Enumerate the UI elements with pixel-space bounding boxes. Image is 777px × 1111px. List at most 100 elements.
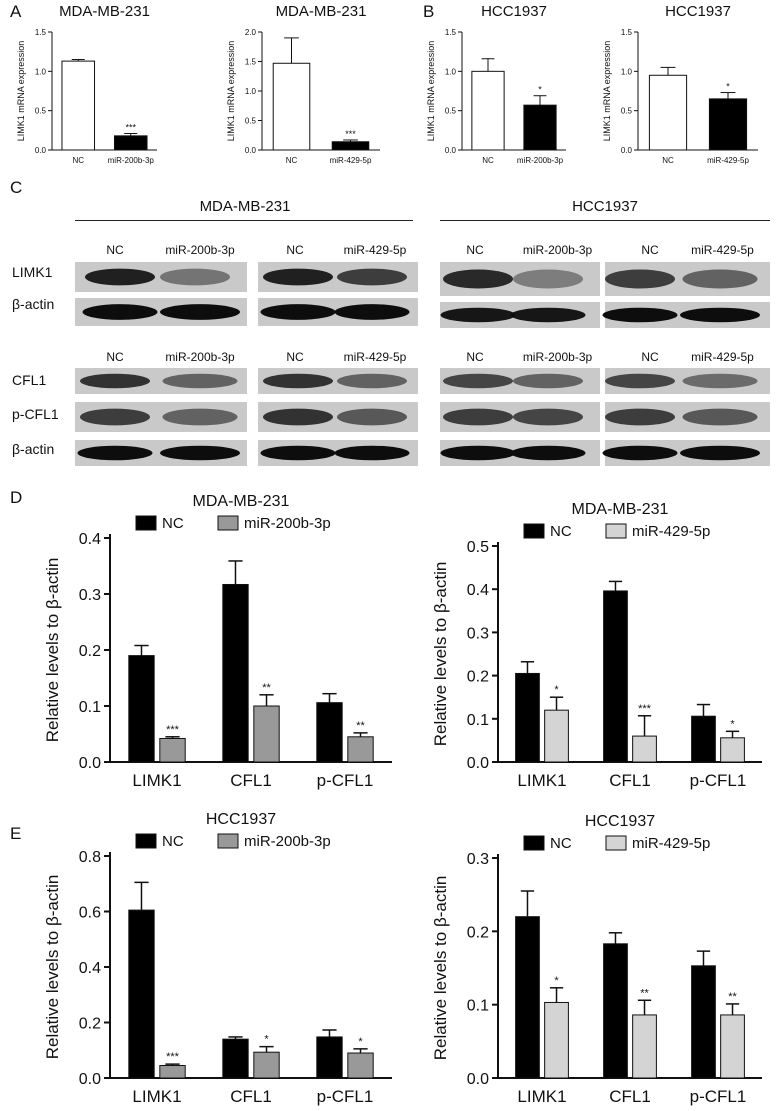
y-tick-label: 1.0 xyxy=(445,67,457,76)
panel-letter-e: E xyxy=(10,824,22,843)
y-axis-label: LIMK1 mRNA expression xyxy=(226,41,236,142)
bar xyxy=(523,104,557,151)
chart-B1: HCC1937 0.0 0.5 1.0 1.5 LIMK1 mRNA expression… xyxy=(426,3,566,165)
chart-title: HCC1937 xyxy=(206,811,276,828)
x-tick-label: NC xyxy=(662,156,674,165)
y-tick-label: 2.0 xyxy=(245,28,257,37)
lane-label: NC xyxy=(641,350,659,364)
bar xyxy=(632,735,657,763)
lane-label: miR-429-5p xyxy=(343,350,407,364)
lane-label: miR-429-5p xyxy=(343,243,407,257)
y-tick-label: 0.4 xyxy=(79,531,101,548)
y-tick-label: 0.5 xyxy=(621,107,633,116)
lane-label: NC xyxy=(106,243,124,257)
y-axis-label: LIMK1 mRNA expression xyxy=(602,41,612,142)
significance-mark: ** xyxy=(640,987,649,999)
legend-label: miR-200b-3p xyxy=(244,515,331,532)
y-tick-label: 1.5 xyxy=(621,28,633,37)
significance-mark: *** xyxy=(125,122,136,132)
lane-label: NC xyxy=(286,243,304,257)
bar xyxy=(253,705,280,763)
y-tick-label: 1.0 xyxy=(245,87,257,96)
legend-swatch xyxy=(135,515,157,531)
y-tick-label: 1.0 xyxy=(621,67,633,76)
bar xyxy=(253,1051,280,1079)
bar xyxy=(603,590,628,763)
y-tick-label: 0.0 xyxy=(445,146,457,155)
significance-mark: *** xyxy=(345,129,356,139)
x-tick-label: miR-429-5p xyxy=(330,156,372,165)
legend-label: miR-429-5p xyxy=(632,523,710,540)
chart-D1: MDA-MB-231 0.0 0.1 0.2 0.3 0.4 Relative levels… xyxy=(43,493,392,790)
y-axis-label: LIMK1 mRNA expression xyxy=(426,41,436,142)
chart-title: HCC1937 xyxy=(481,3,547,20)
lane-label: miR-200b-3p xyxy=(522,243,593,257)
lane-label: NC xyxy=(466,350,484,364)
y-tick-label: 0.0 xyxy=(467,755,489,772)
y-tick-label: 1.5 xyxy=(445,28,457,37)
x-tick-label: miR-429-5p xyxy=(707,156,749,165)
y-tick-label: 0.0 xyxy=(35,146,47,155)
panel-letter-a: A xyxy=(10,2,22,21)
chart-title: MDA-MB-231 xyxy=(276,3,367,20)
legend-label: NC xyxy=(162,515,184,532)
bar xyxy=(316,1036,343,1079)
y-tick-label: 0.4 xyxy=(79,960,101,977)
chart-E1: HCC1937 0.0 0.2 0.4 0.6 0.8 Relative levels to… xyxy=(43,811,392,1106)
blot-row-label: p-CFL1 xyxy=(12,406,59,422)
x-tick-label: p-CFL1 xyxy=(317,771,374,790)
y-tick-label: 0.1 xyxy=(467,712,489,729)
y-tick-label: 0.0 xyxy=(621,146,633,155)
y-tick-label: 0.1 xyxy=(467,998,489,1015)
chart-title: MDA-MB-231 xyxy=(572,501,669,518)
bar xyxy=(61,60,96,151)
y-tick-label: 0.3 xyxy=(467,851,489,868)
x-tick-label: NC xyxy=(286,156,298,165)
bar xyxy=(272,62,311,151)
legend-label: NC xyxy=(162,833,184,850)
significance-mark: * xyxy=(264,1034,269,1046)
bar xyxy=(544,709,569,763)
bar xyxy=(632,1014,657,1079)
y-tick-label: 0.2 xyxy=(79,1016,101,1033)
y-tick-label: 0.0 xyxy=(245,146,257,155)
panel-letter-b: B xyxy=(423,2,435,21)
chart-B2: HCC1937 0.0 0.5 1.0 1.5 LIMK1 mRNA expression… xyxy=(602,3,758,165)
blot-row-label: β-actin xyxy=(12,441,55,457)
chart-A2: MDA-MB-231 0.0 0.5 1.0 1.5 2.0 LIMK1 mRNA expr… xyxy=(226,3,380,165)
x-tick-label: LIMK1 xyxy=(132,771,181,790)
lane-label: NC xyxy=(466,243,484,257)
significance-mark: ** xyxy=(262,682,271,694)
lane-label: miR-429-5p xyxy=(691,350,754,364)
y-tick-label: 1.5 xyxy=(35,28,47,37)
lane-label: miR-429-5p xyxy=(691,243,754,257)
bar xyxy=(691,715,716,763)
bar xyxy=(648,74,688,151)
bar xyxy=(347,1052,374,1079)
chart-D2: MDA-MB-231 0.0 0.1 0.2 0.3 0.4 0.5 Relative lev… xyxy=(431,501,762,790)
y-tick-label: 0.2 xyxy=(467,924,489,941)
bar xyxy=(222,1038,249,1079)
blot-row-label: β-actin xyxy=(12,296,55,312)
legend-swatch xyxy=(605,523,627,539)
y-tick-label: 0.3 xyxy=(467,625,489,642)
significance-mark: ** xyxy=(728,991,737,1003)
x-tick-label: NC xyxy=(72,156,84,165)
blot-row-label: LIMK1 xyxy=(12,264,53,280)
panel-letter-c: C xyxy=(10,178,23,197)
legend-label: miR-200b-3p xyxy=(244,833,331,850)
legend-swatch xyxy=(135,833,157,849)
bar xyxy=(159,737,186,763)
bar xyxy=(603,943,628,1079)
y-tick-label: 0.6 xyxy=(79,905,101,922)
chart-title: MDA-MB-231 xyxy=(193,493,290,510)
legend-swatch xyxy=(523,835,545,851)
y-tick-label: 0.0 xyxy=(79,755,101,772)
x-tick-label: LIMK1 xyxy=(132,1087,181,1106)
chart-title: HCC1937 xyxy=(665,3,731,20)
lane-label: miR-200b-3p xyxy=(522,350,593,364)
y-tick-label: 0.3 xyxy=(79,587,101,604)
chart-E2: HCC1937 0.0 0.1 0.2 0.3 Relative levels to β-… xyxy=(431,813,762,1106)
lane-label: NC xyxy=(641,243,659,257)
significance-mark: * xyxy=(538,85,542,95)
